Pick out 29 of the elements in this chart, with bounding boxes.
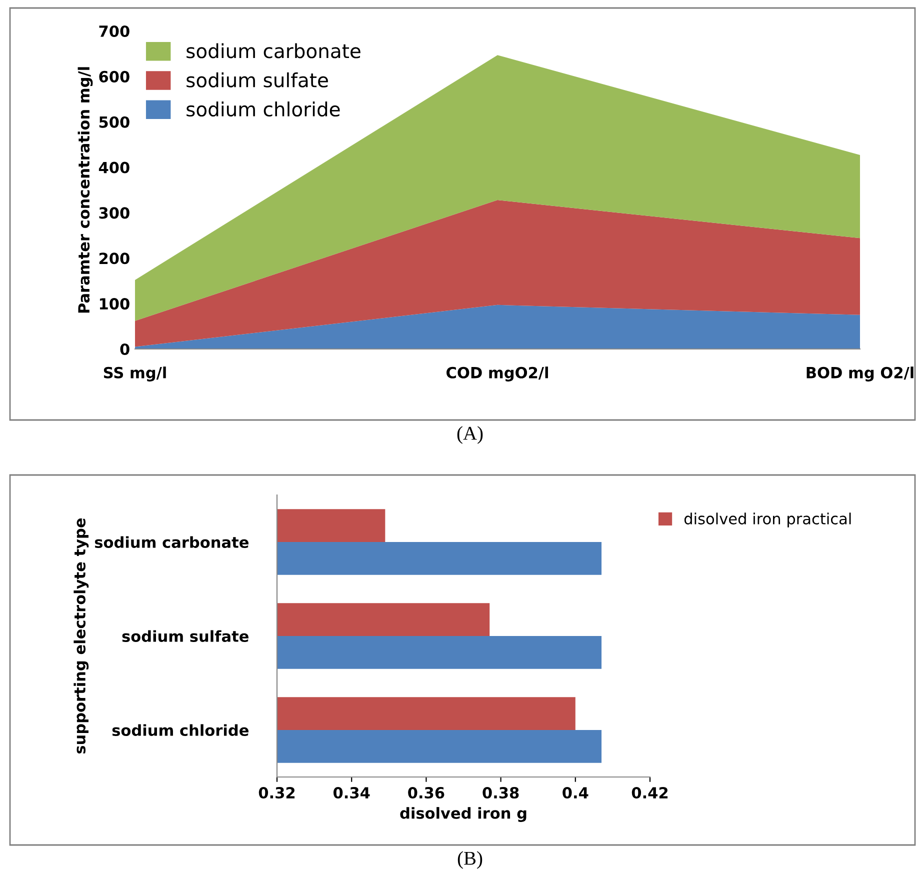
legend-label: disolved iron practical (684, 512, 851, 528)
y-tick-label: 700 (99, 25, 130, 38)
y-axis-title: supporting electrolyte type (74, 518, 89, 754)
x-tick-label: SS mg/l (104, 366, 166, 382)
text: (B) (458, 851, 482, 869)
x-tick-label: 0.32 (258, 786, 295, 799)
y-tick-label: sodium chloride (112, 724, 248, 736)
y-tick-label: 600 (99, 70, 130, 82)
x-tick-label: 0.38 (482, 786, 519, 799)
y-tick-label: 0 (120, 343, 130, 356)
legend-label: sodium carbonate (186, 43, 360, 58)
y-tick-label: 300 (99, 207, 130, 219)
y-tick-label: sodium sulfate (122, 630, 248, 642)
y-tick-label: sodium carbonate (94, 536, 248, 548)
y-tick-label: 400 (98, 162, 130, 174)
legend-label: sodium sulfate (186, 72, 328, 88)
x-axis-title: disolved iron g (400, 807, 526, 822)
x-tick-label: 0.36 (408, 786, 444, 799)
y-tick-label: 200 (99, 252, 130, 264)
text: (A) (457, 426, 483, 444)
y-axis-title: Paramter concentration mg/l (78, 67, 93, 313)
x-tick-label: BOD mg O2/l (806, 366, 914, 382)
y-tick-label: 100 (100, 298, 130, 310)
x-tick-label: 0.42 (632, 786, 668, 799)
x-tick-label: 0.4 (562, 786, 588, 799)
y-tick-label: 500 (99, 116, 130, 128)
x-tick-label: 0.34 (333, 786, 370, 799)
legend-label: sodium chloride (186, 102, 340, 117)
x-tick-label: COD mgO2/l (446, 366, 548, 382)
